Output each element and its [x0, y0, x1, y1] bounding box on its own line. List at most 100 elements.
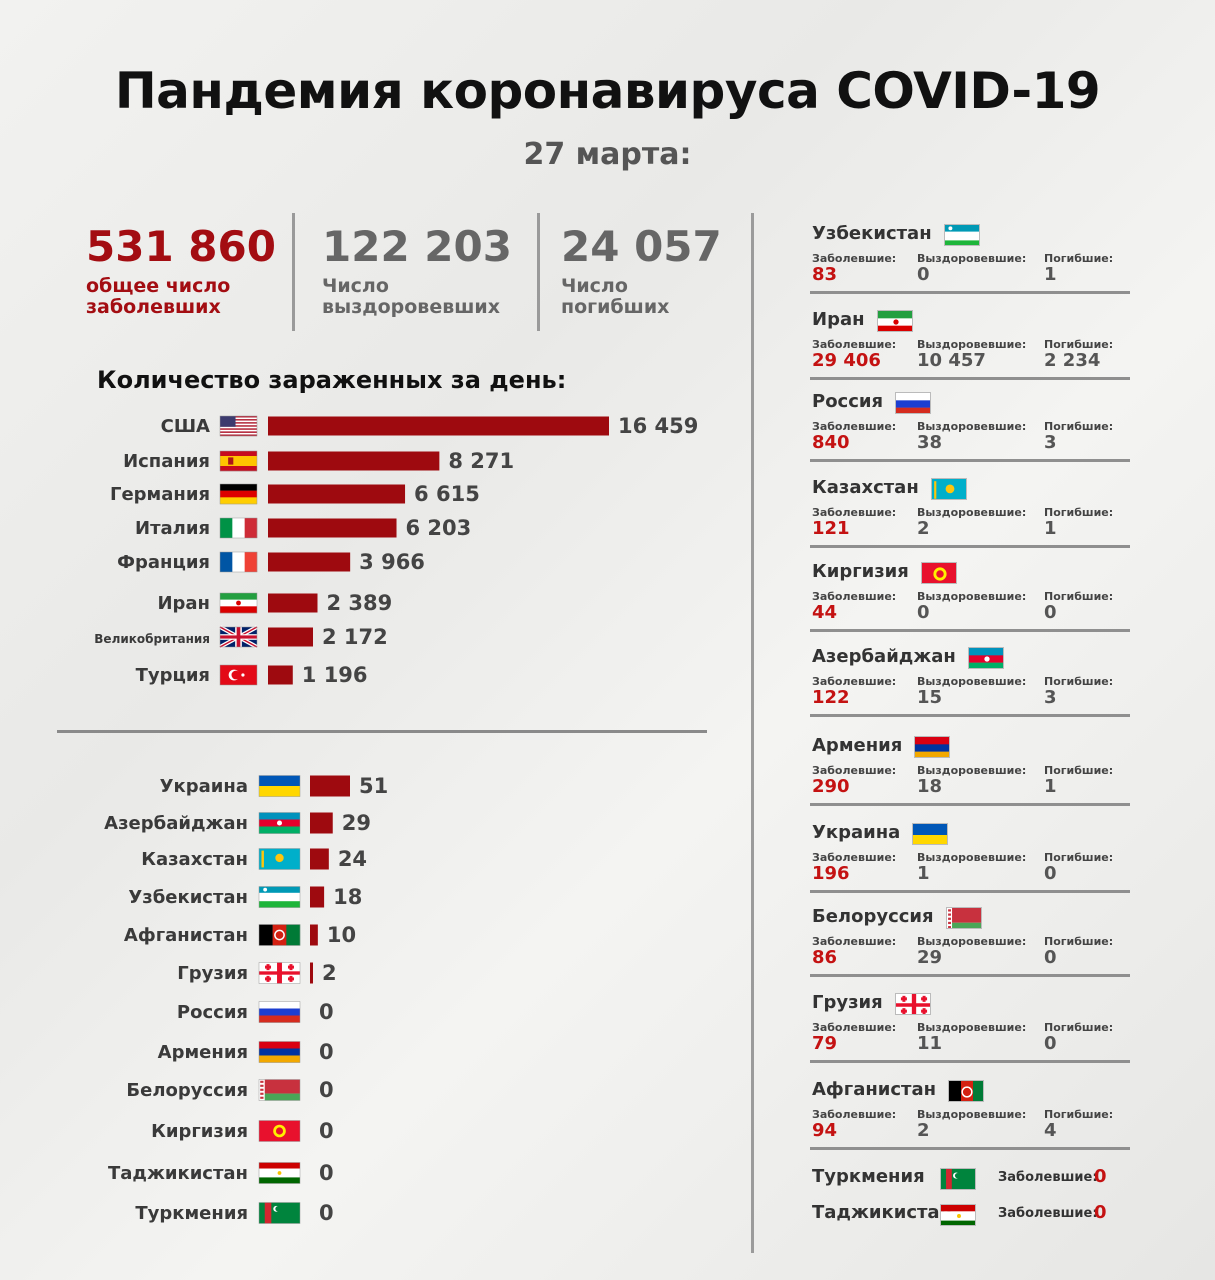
cases-value: 83 — [812, 264, 838, 285]
armenia-flag-icon — [914, 736, 951, 758]
recovered-header: Выздоровевшие: — [917, 338, 1027, 351]
daily-cases-chart: США 16 459 Испания 8 271 Германия 6 615 Италия… — [94, 414, 698, 687]
cases-value: 29 406 — [812, 350, 881, 371]
cases-header: Заболевшие: — [812, 1108, 897, 1121]
stat-label: общее число — [86, 275, 231, 297]
country-stats-panel: Узбекистан Заболевшие: Выздоровевшие: Погиб… — [760, 0, 1215, 1280]
value-label: 6 615 — [414, 482, 480, 506]
bar — [310, 962, 313, 984]
deaths-value: 1 — [1044, 518, 1057, 539]
country-name: Узбекистан — [812, 223, 932, 244]
france-flag-icon — [219, 551, 258, 573]
bar — [310, 924, 318, 946]
uk-flag-icon — [219, 625, 258, 649]
tajikistan-flag-icon — [258, 1162, 301, 1184]
category-label: Иран — [157, 593, 210, 614]
category-label: США — [161, 416, 210, 437]
deaths-header: Погибшие: — [1044, 1021, 1114, 1034]
tajikistan-flag-icon — [940, 1204, 976, 1226]
cases-value: 44 — [812, 602, 838, 623]
cases-header: Заболевшие: — [812, 420, 897, 433]
value-label: 0 — [319, 1000, 334, 1024]
deaths-header: Погибшие: — [1044, 935, 1114, 948]
deaths-header: Погибшие: — [1044, 338, 1114, 351]
cases-header: Заболевшие: — [812, 338, 897, 351]
value-label: 0 — [319, 1161, 334, 1185]
cases-value: 840 — [812, 432, 850, 453]
deaths-value: 0 — [1044, 1033, 1057, 1054]
row-divider — [810, 803, 1130, 806]
value-label: 0 — [319, 1201, 334, 1225]
cases-value: 122 — [812, 687, 850, 708]
recovered-header: Выздоровевшие: — [917, 1108, 1027, 1121]
value-label: 3 966 — [359, 550, 425, 574]
row-divider — [810, 890, 1130, 893]
bar — [268, 416, 609, 436]
belarus-flag-icon — [258, 1079, 301, 1101]
bar — [268, 552, 351, 572]
cases-value: 86 — [812, 947, 838, 968]
stat-divider — [537, 213, 540, 331]
deaths-value: 3 — [1044, 687, 1057, 708]
deaths-value: 0 — [1044, 863, 1057, 884]
recovered-header: Выздоровевшие: — [917, 1021, 1027, 1034]
afghanistan-flag-icon — [258, 924, 301, 946]
georgia-flag-icon — [258, 962, 301, 984]
italy-flag-icon — [219, 517, 258, 539]
kyrgyzstan-flag-icon — [920, 562, 957, 584]
turkmenistan-flag-icon — [940, 1168, 976, 1190]
category-label: Афганистан — [124, 925, 248, 946]
category-label: Россия — [177, 1002, 248, 1023]
bar — [268, 451, 440, 471]
bar — [268, 484, 406, 504]
iran-flag-icon — [219, 592, 258, 614]
value-label: 2 172 — [322, 625, 388, 649]
uzbekistan-flag-icon — [943, 224, 980, 246]
value-label: 16 459 — [618, 414, 698, 438]
value-label: 8 271 — [448, 449, 514, 473]
recovered-value: 15 — [917, 687, 943, 708]
cases-value: 290 — [812, 776, 850, 797]
azerbaijan-flag-icon — [258, 812, 301, 834]
category-label: Узбекистан — [128, 887, 248, 908]
country-name: Грузия — [812, 992, 883, 1013]
cases-header: Заболевшие: — [812, 252, 897, 265]
stat-deaths: 24 057 Число погибших — [561, 226, 722, 318]
deaths-header: Погибшие: — [1044, 252, 1114, 265]
recovered-value: 2 — [917, 518, 930, 539]
category-label: Киргизия — [151, 1121, 248, 1142]
row-divider — [810, 291, 1130, 294]
deaths-header: Погибшие: — [1044, 1108, 1114, 1121]
section-divider — [57, 730, 707, 733]
country-name: Азербайджан — [812, 646, 956, 667]
stat-label: выздоровевших — [322, 296, 500, 318]
bar — [310, 812, 333, 834]
country-name: Украина — [812, 822, 901, 843]
deaths-value: 3 — [1044, 432, 1057, 453]
recovered-value: 1 — [917, 863, 930, 884]
date-subtitle: 27 марта: — [523, 137, 692, 172]
stat-recovered: 122 203 Число выздоровевших — [322, 226, 512, 318]
row-divider — [810, 1147, 1130, 1150]
armenia-flag-icon — [258, 1041, 301, 1063]
value-label: 0 — [319, 1078, 334, 1102]
cases-header: Заболевшие: — [812, 506, 897, 519]
country-name: Россия — [812, 391, 884, 412]
category-label: Грузия — [177, 963, 248, 984]
kazakhstan-flag-icon — [258, 848, 301, 870]
category-label: Германия — [110, 484, 210, 505]
cases-header: Заболевшие: — [998, 1206, 1098, 1221]
recovered-value: 0 — [917, 602, 930, 623]
deaths-value: 1 — [1044, 264, 1057, 285]
deaths-value: 0 — [1044, 602, 1057, 623]
cases-header: Заболевшие: — [812, 935, 897, 948]
row-divider — [810, 545, 1130, 548]
column-divider — [751, 213, 754, 1253]
cases-value: 196 — [812, 863, 850, 884]
value-label: 0 — [319, 1119, 334, 1143]
bar — [268, 518, 397, 538]
deaths-header: Погибшие: — [1044, 506, 1114, 519]
ukraine-flag-icon — [912, 823, 949, 845]
recovered-value: 2 — [917, 1120, 930, 1141]
value-label: 6 203 — [406, 516, 472, 540]
